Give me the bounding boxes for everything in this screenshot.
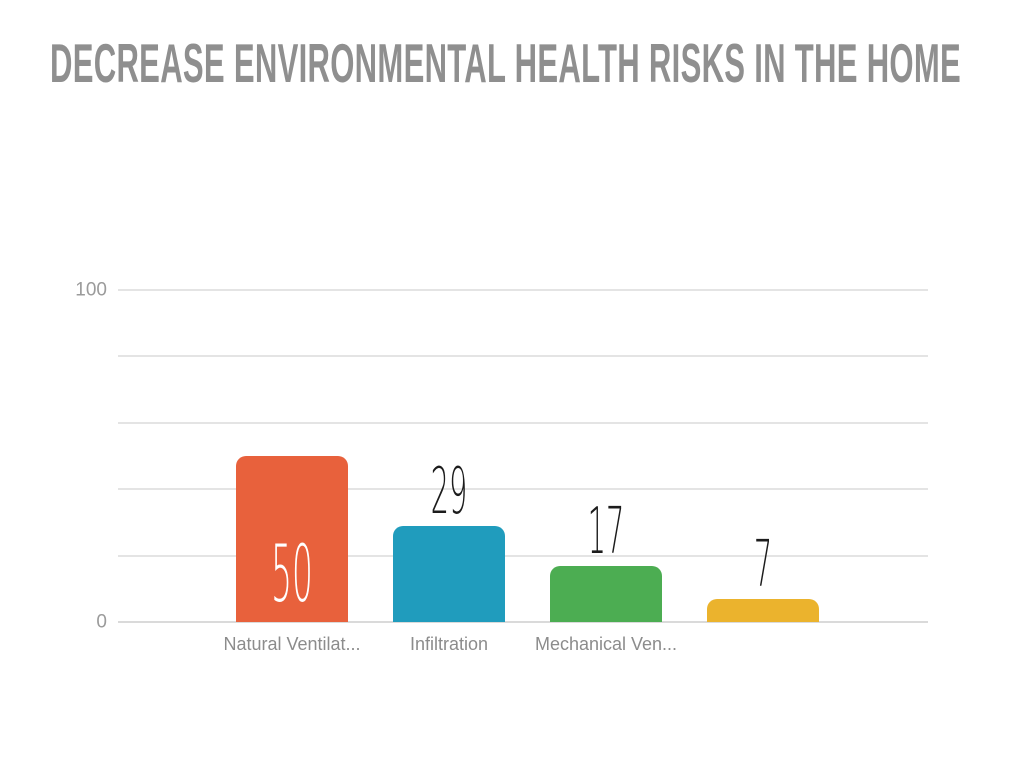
bar-value-label: 29 <box>430 454 468 529</box>
bar <box>707 598 819 622</box>
bar-value-label: 7 <box>753 527 773 602</box>
bar-value-label: 17 <box>587 494 625 569</box>
plot-area: 50 Natural Ventilat... 29 Infiltration 17 Mec… <box>118 289 928 654</box>
bar <box>393 525 505 622</box>
bar-value-label: 50 <box>271 530 313 620</box>
y-tick-label: 100 <box>75 279 107 301</box>
slide-title: DECREASE ENVIRONMENTAL HEALTH RISKS IN T… <box>50 32 962 94</box>
bar-category-label: Natural Ventilat... <box>223 634 361 654</box>
gridline-80 <box>118 355 928 358</box>
gridline-40 <box>118 488 928 491</box>
bar-category-label: Infiltration <box>409 634 489 654</box>
bar-category-label: Mechanical Ven... <box>534 634 678 654</box>
gridline-20 <box>118 554 928 557</box>
bar: 50 <box>236 456 348 622</box>
gridline-0 <box>118 621 928 623</box>
gridline-60 <box>118 421 928 424</box>
gridline-100 <box>118 289 928 291</box>
bar <box>550 565 662 622</box>
y-tick-label: 0 <box>96 611 107 633</box>
y-axis: 0 100 <box>0 281 107 632</box>
